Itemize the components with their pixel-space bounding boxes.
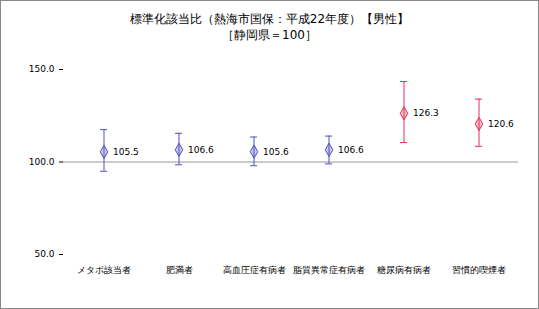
svg-text:106.6: 106.6 [188, 145, 214, 155]
svg-text:106.6: 106.6 [338, 145, 364, 155]
svg-text:習慣的喫煙者: 習慣的喫煙者 [452, 265, 506, 275]
svg-text:105.5: 105.5 [113, 147, 139, 157]
svg-text:120.6: 120.6 [488, 119, 514, 129]
svg-text:50.0: 50.0 [34, 249, 54, 259]
svg-text:150.0: 150.0 [29, 64, 55, 74]
html-text:［静岡県＝100］: ［静岡県＝100］ [222, 28, 317, 42]
svg-text:肥満者: 肥満者 [166, 265, 193, 275]
svg-text:105.6: 105.6 [263, 147, 289, 157]
svg-text:糖尿病有病者: 糖尿病有病者 [377, 265, 431, 275]
svg-text:100.0: 100.0 [29, 157, 55, 167]
svg-text:メタボ該当者: メタボ該当者 [77, 265, 131, 275]
svg-text:高血圧症有病者: 高血圧症有病者 [223, 265, 286, 275]
html-text:標準化該当比（熱海市国保：平成22年度）【男性】: 標準化該当比（熱海市国保：平成22年度）【男性】 [129, 12, 410, 26]
svg-text:126.3: 126.3 [413, 108, 439, 118]
svg-text:脂質異常症有病者: 脂質異常症有病者 [293, 265, 365, 275]
